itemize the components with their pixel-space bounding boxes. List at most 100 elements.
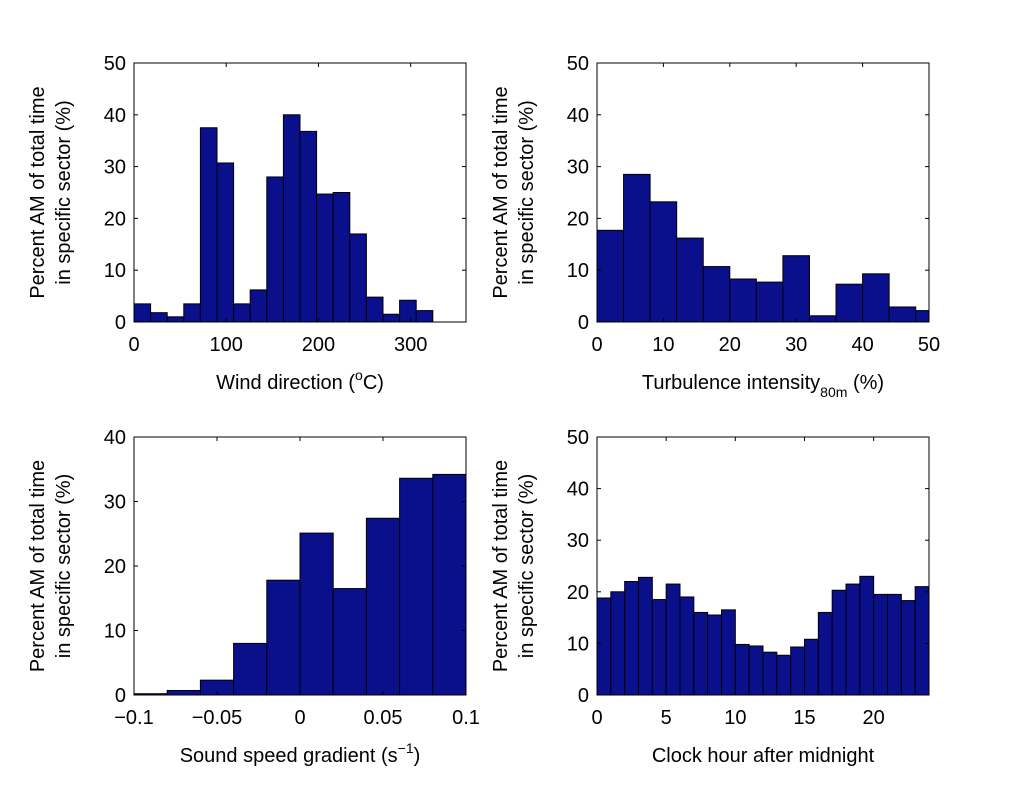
chart-panel-3: −0.1 −0.05 0 0.05 0.1 0 10 20 30 40 Percent AM of … (27, 427, 480, 767)
x-tick-label: 20 (863, 707, 885, 729)
x-tick-label: 100 (210, 334, 243, 356)
y-tick-label: 40 (104, 427, 126, 449)
bar (266, 579, 301, 696)
bar (762, 651, 778, 696)
y-tick-label: 40 (104, 105, 126, 127)
chart-panel-4: 0 5 10 15 20 0 10 20 30 40 50 Percent AM of total t… (490, 427, 930, 767)
bar (638, 576, 653, 696)
bar (365, 517, 401, 696)
bar (665, 583, 681, 696)
bar (399, 477, 434, 696)
x-axis-label: Wind direction (oC) (216, 367, 384, 394)
x-tick-label: 15 (793, 707, 815, 729)
bar (651, 599, 667, 696)
x-tick-label: 200 (302, 334, 335, 356)
y-tick-label: 20 (104, 208, 126, 230)
y-tick-label: 20 (104, 556, 126, 578)
y-tick-label: 10 (104, 260, 126, 282)
bar (817, 611, 833, 696)
chart-panel-1: 0 100 200 300 0 10 20 30 40 50 Percent AM of total… (27, 53, 467, 394)
bar (676, 237, 704, 323)
bar (873, 593, 889, 696)
x-tick-label: 0.05 (364, 707, 403, 729)
bar (755, 281, 784, 323)
bar (382, 313, 401, 323)
y-tick-label: 20 (567, 208, 589, 230)
x-tick-label: 0 (128, 334, 139, 356)
y-axis-label-line1: Percent AM of total time (490, 460, 512, 672)
y-tick-label: 30 (104, 492, 126, 514)
x-tick-label: −0.1 (114, 707, 153, 729)
y-tick-label: 10 (567, 633, 589, 655)
bar (729, 278, 757, 323)
bar (679, 596, 695, 696)
bar (782, 255, 810, 323)
y-tick-label: 30 (104, 157, 126, 179)
x-tick-label: 0 (591, 334, 602, 356)
x-tick-label: 0.1 (452, 707, 480, 729)
bar (835, 283, 864, 323)
bar (887, 593, 902, 696)
bar (888, 306, 917, 323)
bar (432, 473, 467, 696)
bar (623, 173, 651, 323)
bar (734, 643, 750, 696)
axes-frame (596, 436, 930, 696)
x-tick-label: −0.05 (192, 707, 243, 729)
bar (831, 589, 847, 696)
bar (150, 312, 168, 323)
bar (266, 176, 284, 323)
axes-frame (596, 62, 930, 323)
bar (721, 609, 736, 696)
bar (233, 642, 268, 696)
x-axis-label: Sound speed gradient (s−1) (180, 740, 421, 767)
x-tick-label: 10 (652, 334, 674, 356)
bar (859, 575, 875, 696)
bar (316, 193, 334, 323)
x-tick-label: 0 (591, 707, 602, 729)
x-tick-label: 300 (394, 334, 427, 356)
y-tick-label: 50 (567, 53, 589, 75)
chart-panel-2: 0 10 20 30 40 50 0 10 20 30 40 50 Percent AM of tota… (490, 53, 940, 400)
x-tick-label: 20 (719, 334, 741, 356)
y-tick-label: 10 (104, 621, 126, 643)
bar (702, 266, 731, 323)
bar (915, 310, 930, 323)
x-tick-label: 5 (661, 707, 672, 729)
bar (596, 597, 612, 696)
bar (233, 303, 251, 323)
bar (183, 303, 201, 323)
bar (332, 192, 351, 323)
y-tick-label: 40 (567, 105, 589, 127)
y-tick-label: 0 (578, 685, 589, 707)
y-tick-label: 50 (567, 427, 589, 449)
bar (845, 583, 861, 696)
bar (299, 532, 334, 696)
y-axis-label-line2: in specific sector (%) (516, 100, 538, 285)
bar (365, 296, 384, 323)
bar (332, 588, 367, 696)
bar (415, 310, 434, 323)
bar (693, 611, 709, 696)
y-axis-label-line2: in specific sector (%) (516, 474, 538, 659)
y-tick-label: 50 (104, 53, 126, 75)
bar (199, 127, 218, 323)
bar (624, 580, 640, 696)
bar (748, 645, 764, 696)
bar (216, 162, 235, 323)
x-tick-label: 40 (851, 334, 873, 356)
y-tick-label: 30 (567, 157, 589, 179)
y-tick-label: 0 (115, 685, 126, 707)
y-tick-label: 40 (567, 479, 589, 501)
bar (808, 315, 837, 323)
bar (249, 289, 268, 323)
bar (862, 273, 890, 323)
y-tick-label: 0 (578, 312, 589, 334)
bar (776, 654, 792, 696)
x-tick-label: 30 (785, 334, 807, 356)
bar (596, 229, 625, 323)
axes-frame (133, 62, 467, 323)
x-axis-label: Turbulence intensity80m (%) (642, 372, 884, 400)
bar (649, 201, 678, 323)
